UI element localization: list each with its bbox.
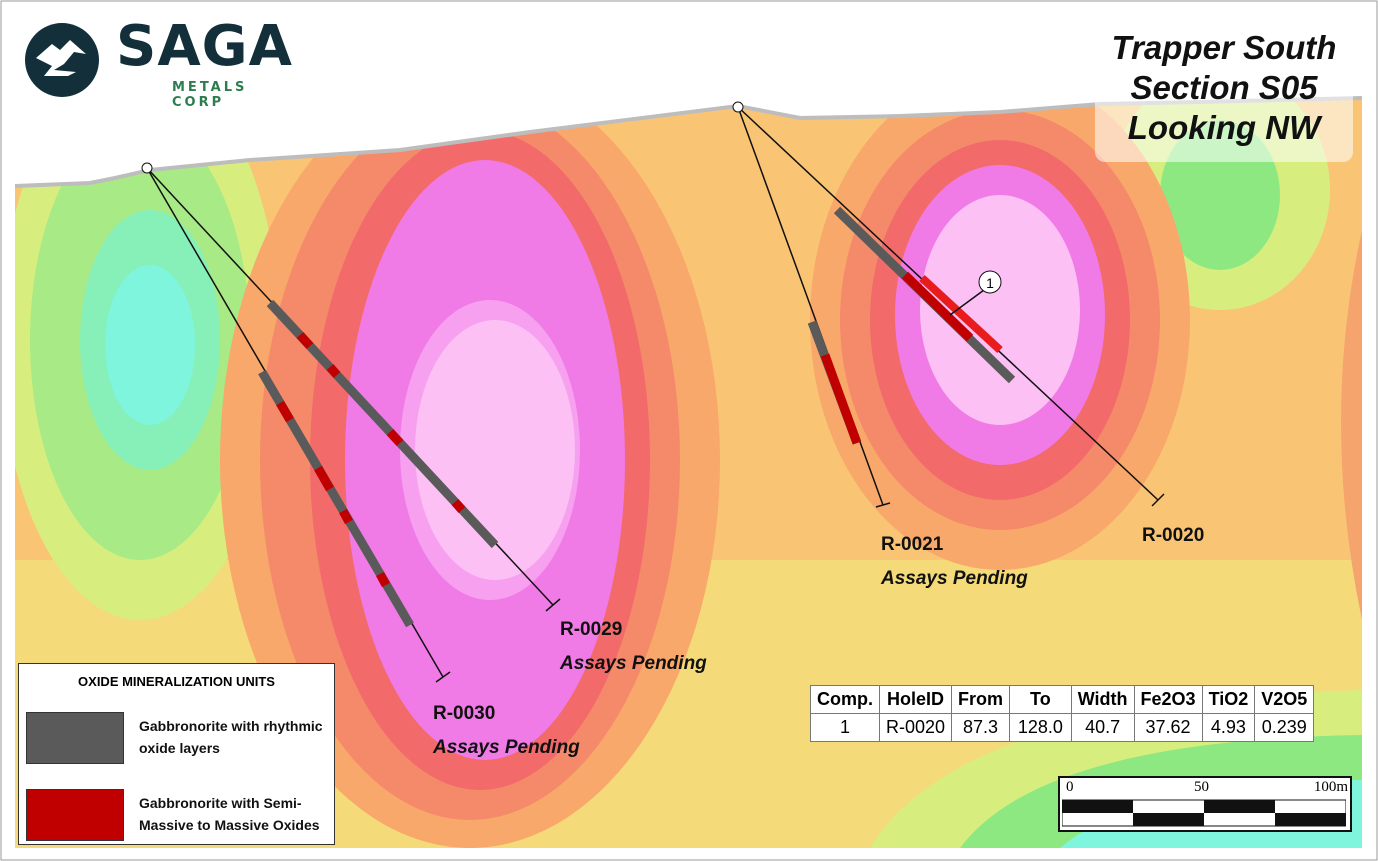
topography-line (14, 96, 1363, 188)
scale-bar-graphic (1062, 799, 1346, 827)
hole-label-r0020: R-0020 (1142, 525, 1205, 546)
legend-title: OXIDE MINERALIZATION UNITS (78, 674, 275, 689)
title-line: Looking NW (1127, 109, 1321, 146)
table-header-row: Comp. HoleID From To Width Fe2O3 TiO2 V2O5 (810, 685, 1315, 714)
composite-1-bar (919, 275, 1003, 353)
scale-bar: 0 50 100m (1058, 776, 1352, 832)
hole-label-r0029: R-0029 (560, 619, 623, 640)
title-line: Trapper South (1111, 29, 1337, 66)
title-line: Section S05 (1130, 69, 1318, 106)
section-title: Trapper South Section S05 Looking NW (1095, 26, 1353, 162)
legend-label-massive: Gabbronorite with Semi- Massive to Massiv… (139, 795, 320, 833)
logo-name: SAGA (116, 14, 293, 79)
logo-subtitle: METALS CORP (172, 80, 248, 110)
oxide-intervals (258, 206, 1016, 628)
legend-swatch-massive (26, 789, 124, 841)
hole-label-r0030: R-0030 (433, 703, 496, 724)
collar-r0020-r0021 (732, 101, 744, 113)
scale-tick-100: 100m (1313, 779, 1348, 795)
legend: OXIDE MINERALIZATION UNITS Gabbronorite … (18, 663, 335, 845)
legend-swatch-rhythmic (26, 712, 124, 764)
hole-status-r0021: Assays Pending (881, 568, 1028, 589)
collar-r0029-r0030 (141, 162, 153, 174)
hole-label-r0021: R-0021 (881, 534, 944, 555)
composite-marker (978, 270, 1002, 294)
composite-table: Comp. HoleID From To Width Fe2O3 TiO2 V2O5 1 R-0… (810, 685, 1315, 742)
scale-tick-50: 50 (1194, 779, 1209, 795)
table-row: 1 R-0020 87.3 128.0 40.7 37.62 4.93 0.239 (810, 713, 1315, 742)
hole-status-r0029: Assays Pending (560, 653, 707, 674)
composite-leader (949, 289, 985, 316)
hole-status-r0030: Assays Pending (433, 737, 580, 758)
legend-label-rhythmic: Gabbronorite with rhythmic oxide layers (139, 718, 323, 756)
scale-tick-0: 0 (1066, 779, 1074, 795)
saga-logo-icon (25, 23, 99, 97)
composite-marker-label: 1 (986, 275, 994, 291)
company-logo: SAGA METALS CORP (24, 14, 304, 110)
